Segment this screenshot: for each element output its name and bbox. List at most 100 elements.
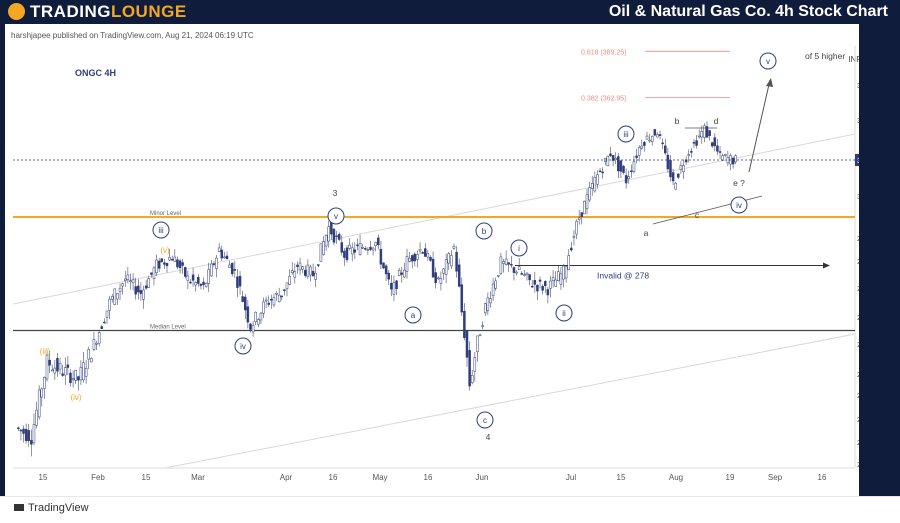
candle-body: [189, 281, 192, 284]
y-tick-label: 280.00: [857, 257, 859, 266]
candle-body: [129, 280, 132, 283]
candle-body: [79, 367, 83, 381]
candle-body: [627, 176, 630, 179]
x-tick-label: Mar: [191, 473, 205, 482]
x-tick-label: 16: [329, 473, 338, 482]
candle-body: [648, 139, 651, 142]
candle-body: [484, 303, 487, 314]
candle-body: [311, 270, 315, 277]
candle-body: [191, 274, 195, 281]
tradingview-brand[interactable]: TradingView: [28, 502, 89, 514]
candle-body: [53, 367, 57, 374]
candle-body: [364, 248, 367, 250]
symbol-label: ONGC 4H: [75, 68, 116, 78]
candle-body: [713, 137, 717, 147]
candle-body: [87, 349, 90, 360]
candle-body: [220, 249, 224, 259]
candle-body: [350, 247, 354, 255]
wave-marker: [234, 337, 252, 355]
tradinglounge-logo-icon: [8, 3, 25, 20]
wave-label: v: [766, 57, 770, 66]
candle-body: [97, 332, 101, 344]
wave-marker: [476, 411, 494, 429]
candle-body: [207, 269, 210, 284]
candle-body: [147, 278, 150, 288]
candle-body: [66, 364, 70, 368]
candle-body: [366, 249, 370, 251]
candle-body: [695, 140, 698, 146]
brand-right: LOUNGE: [110, 2, 187, 21]
wave-label: of 5 higher: [805, 51, 845, 61]
candle-body: [697, 135, 701, 138]
wave-label: iii: [623, 130, 629, 139]
candle-body: [82, 362, 85, 381]
wave-label: ii: [562, 309, 566, 318]
candle-body: [528, 274, 531, 281]
wave-label: iii: [158, 226, 164, 235]
candle-body: [184, 267, 187, 277]
candle-body: [590, 183, 594, 189]
wave-marker: [555, 304, 573, 322]
candle-body: [371, 247, 375, 251]
candle-body: [549, 280, 552, 289]
candle-body: [481, 325, 484, 327]
candle-body: [523, 274, 526, 276]
candle-body: [562, 265, 565, 280]
candle-body: [280, 295, 284, 298]
candle-body: [710, 142, 714, 147]
candle-body: [392, 281, 396, 295]
x-tick-label: Jul: [566, 473, 576, 482]
candle-body: [340, 242, 344, 253]
candle-body: [215, 257, 218, 269]
x-tick-label: Sep: [768, 473, 783, 482]
candle-body: [37, 389, 41, 418]
page-header: TRADINGLOUNGE Oil & Natural Gas Co. 4h S…: [0, 0, 900, 24]
chart-area[interactable]: harshjapee published on TradingView.com,…: [5, 24, 885, 510]
candle-body: [387, 272, 390, 280]
candle-body: [421, 252, 424, 254]
candle-body: [645, 135, 649, 140]
wave-label: c: [695, 210, 700, 220]
candle-body: [439, 278, 443, 284]
candle-body: [19, 429, 23, 432]
candle-body: [559, 273, 563, 285]
candle-body: [486, 297, 490, 311]
candle-body: [460, 284, 464, 313]
candle-body: [35, 409, 38, 426]
candle-body: [374, 242, 377, 246]
candle-body: [202, 281, 205, 285]
candle-body: [160, 258, 164, 262]
candle-body: [77, 376, 80, 381]
y-tick-label: 218.00: [857, 415, 859, 424]
candle-body: [113, 288, 117, 305]
candle-body: [356, 244, 359, 247]
candle-body: [168, 256, 171, 261]
candle-body: [671, 172, 675, 182]
candle-body: [64, 367, 67, 376]
candle-body: [544, 281, 547, 287]
candle-body: [103, 321, 106, 324]
candle-body: [434, 272, 437, 283]
brand-logo[interactable]: TRADINGLOUNGE: [30, 2, 187, 22]
candle-body: [724, 154, 727, 156]
candle-body: [332, 228, 336, 243]
level-label: Median Level: [150, 325, 186, 331]
candle-body: [173, 256, 177, 262]
candle-body: [705, 126, 709, 138]
candle-body: [121, 283, 124, 287]
candle-body: [225, 255, 229, 260]
candle-body: [570, 247, 573, 251]
candle-body: [395, 280, 398, 289]
candle-body: [384, 265, 388, 275]
candle-body: [476, 335, 479, 353]
candle-body: [223, 256, 226, 259]
candle-body: [390, 282, 393, 290]
candle-body: [413, 253, 417, 262]
candle-body: [71, 378, 75, 381]
wave-label: e ?: [733, 178, 745, 188]
x-tick-label: Aug: [669, 473, 683, 482]
wave-label: b: [675, 116, 680, 126]
candle-body: [669, 160, 672, 178]
candle-body: [322, 241, 325, 255]
